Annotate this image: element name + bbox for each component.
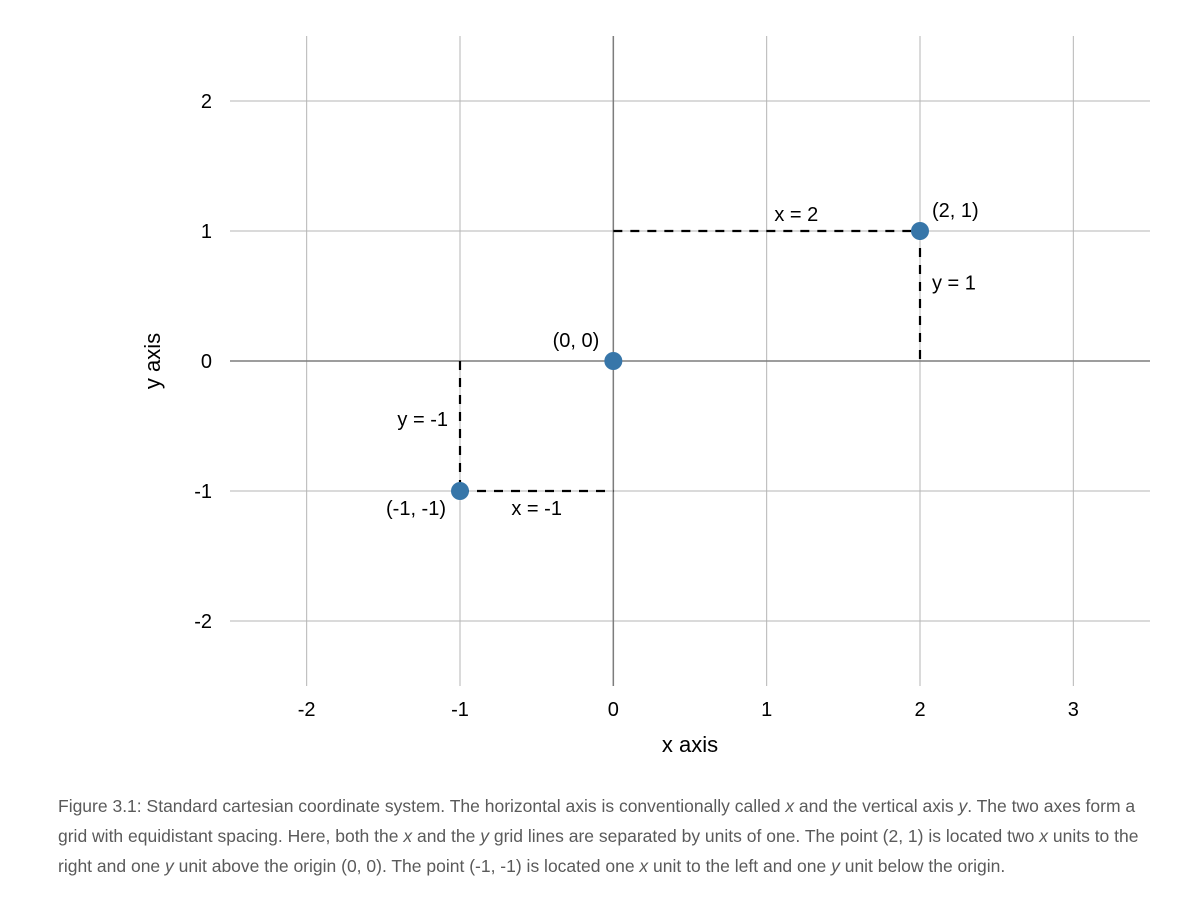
caption-text: unit to the left and one [648, 856, 831, 876]
caption-text: y [480, 826, 489, 846]
caption-text: and the vertical axis [794, 796, 958, 816]
caption-text: y [165, 856, 174, 876]
data-point [604, 352, 622, 370]
caption-text: y [958, 796, 967, 816]
caption-text: y [831, 856, 840, 876]
caption-text: x [403, 826, 412, 846]
caption-text: Standard cartesian coordinate system. Th… [147, 796, 786, 816]
guide-label: x = -1 [511, 498, 562, 520]
caption-text: x [1039, 826, 1048, 846]
data-point [451, 482, 469, 500]
y-tick-label: 1 [201, 221, 212, 243]
figure-caption: Figure 3.1: Standard cartesian coordinat… [58, 792, 1142, 881]
y-axis-title: y axis [140, 333, 165, 389]
x-axis-title: x axis [662, 732, 718, 757]
y-tick-label: -1 [194, 481, 212, 503]
x-tick-label: 3 [1068, 699, 1079, 721]
y-tick-label: -2 [194, 611, 212, 633]
x-tick-label: -1 [451, 699, 469, 721]
x-tick-label: -2 [298, 699, 316, 721]
caption-text: and the [412, 826, 480, 846]
x-tick-label: 1 [761, 699, 772, 721]
caption-text: grid lines are separated by units of one… [489, 826, 1039, 846]
caption-prefix: Figure 3.1: [58, 796, 147, 816]
y-tick-label: 0 [201, 351, 212, 373]
point-label: (2, 1) [932, 200, 979, 222]
caption-text: unit above the origin (0, 0). The point … [174, 856, 640, 876]
caption-text: unit below the origin. [840, 856, 1005, 876]
guide-label: y = -1 [397, 409, 448, 431]
caption-text: x [785, 796, 794, 816]
point-label: (-1, -1) [386, 498, 446, 520]
caption-text: x [639, 856, 648, 876]
y-tick-label: 2 [201, 91, 212, 113]
cartesian-chart: -2 -1 0 1 2 3 -2 -1 0 1 2 x axis y axis x = 2 y = 1 y =… [0, 0, 1200, 780]
x-tick-label: 0 [608, 699, 619, 721]
guide-label: x = 2 [774, 204, 818, 226]
chart-svg: -2 -1 0 1 2 3 -2 -1 0 1 2 x axis y axis x = 2 y = 1 y =… [0, 0, 1200, 780]
point-label: (0, 0) [553, 330, 600, 352]
x-tick-label: 2 [914, 699, 925, 721]
data-point [911, 222, 929, 240]
guide-label: y = 1 [932, 273, 976, 295]
figure-page: -2 -1 0 1 2 3 -2 -1 0 1 2 x axis y axis x = 2 y = 1 y =… [0, 0, 1200, 914]
